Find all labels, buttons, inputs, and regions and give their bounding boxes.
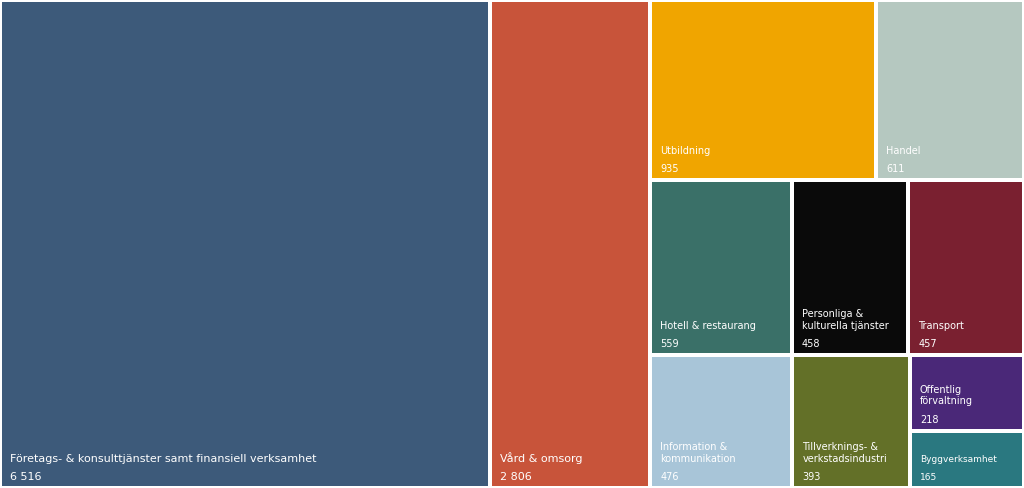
Text: Personliga &
kulturella tjänster: Personliga & kulturella tjänster: [802, 309, 889, 330]
Bar: [795, 357, 907, 486]
Text: 2 806: 2 806: [500, 472, 531, 482]
Text: 611: 611: [887, 164, 905, 174]
Text: Handel: Handel: [887, 145, 921, 156]
Text: Byggverksamhet: Byggverksamhet: [920, 454, 996, 464]
Text: 393: 393: [803, 472, 821, 482]
Text: Information &
kommunikation: Information & kommunikation: [660, 442, 736, 464]
Text: 457: 457: [919, 339, 937, 349]
Bar: [879, 2, 1022, 178]
Bar: [652, 2, 874, 178]
Bar: [911, 433, 1022, 486]
Bar: [794, 182, 906, 353]
Text: Vård & omsorg: Vård & omsorg: [500, 452, 583, 464]
Bar: [911, 357, 1022, 428]
Bar: [492, 2, 648, 486]
Text: 935: 935: [660, 164, 679, 174]
Bar: [910, 182, 1022, 353]
Text: 218: 218: [920, 415, 938, 425]
Bar: [652, 357, 791, 486]
Text: Transport: Transport: [919, 321, 965, 330]
Text: 559: 559: [660, 339, 679, 349]
Text: Tillverknings- &
verkstadsindustri: Tillverknings- & verkstadsindustri: [803, 442, 887, 464]
Text: Offentlig
förvaltning: Offentlig förvaltning: [920, 385, 973, 406]
Text: 458: 458: [802, 339, 820, 349]
Text: 165: 165: [920, 473, 937, 482]
Bar: [2, 2, 488, 486]
Text: Företags- & konsulttjänster samt finansiell verksamhet: Företags- & konsulttjänster samt finansi…: [10, 453, 316, 464]
Text: 476: 476: [660, 472, 679, 482]
Text: Hotell & restaurang: Hotell & restaurang: [660, 321, 756, 330]
Text: 6 516: 6 516: [10, 472, 42, 482]
Bar: [652, 182, 790, 353]
Text: Utbildning: Utbildning: [660, 145, 711, 156]
